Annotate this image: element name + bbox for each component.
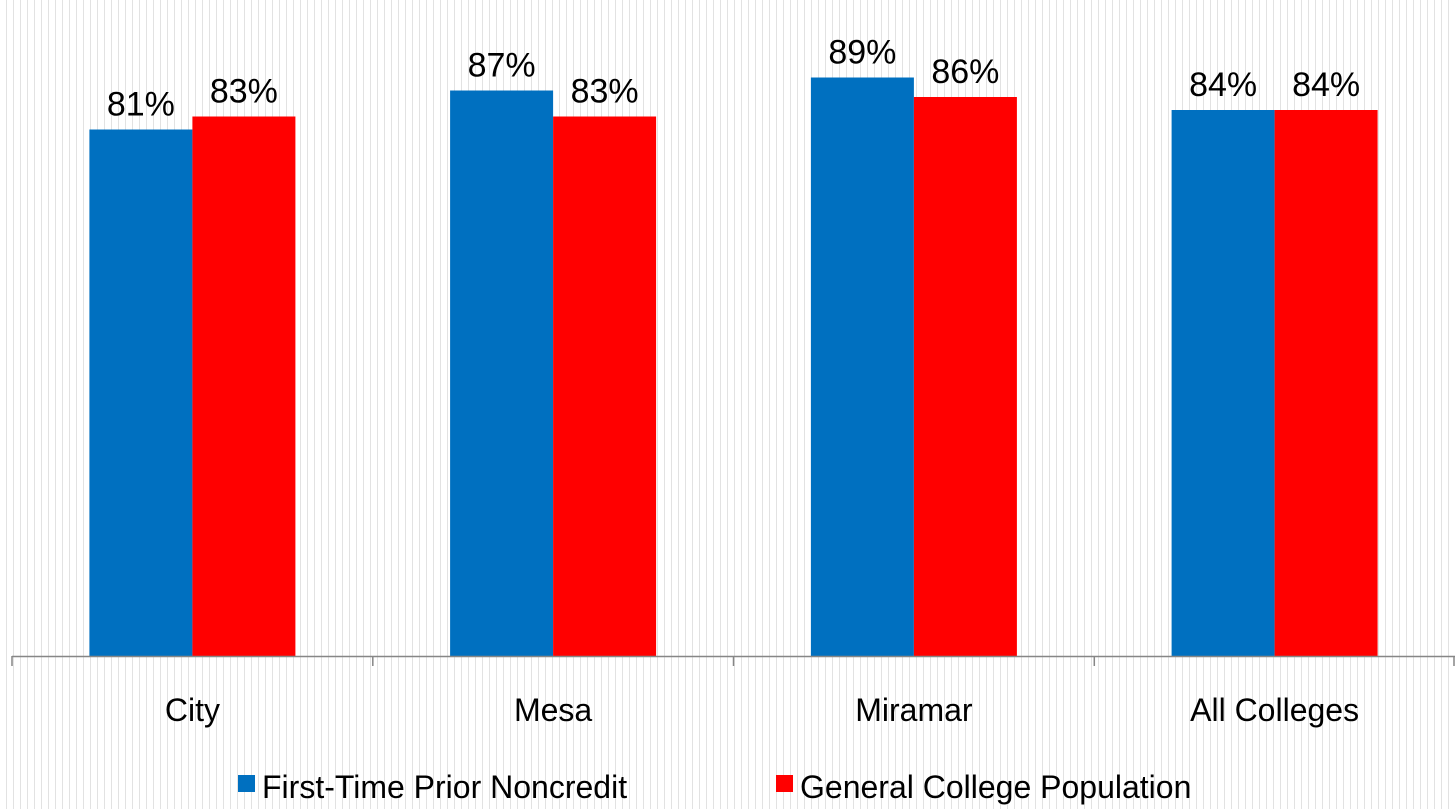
bar-general-college-population-3 [1274, 110, 1378, 656]
x-tick-label: Mesa [514, 692, 592, 728]
x-axis: City Mesa Miramar All Colleges [11, 655, 1455, 728]
data-label: 81% [107, 86, 175, 124]
legend-label: General College Population [800, 769, 1191, 805]
bar-general-college-population-1 [553, 116, 657, 656]
data-label: 84% [1189, 66, 1257, 104]
data-label: 83% [210, 73, 278, 111]
bar-first-time-prior-noncredit-1 [450, 90, 554, 656]
data-label: 84% [1292, 66, 1360, 104]
data-label: 87% [468, 47, 536, 85]
bar-first-time-prior-noncredit-2 [810, 77, 914, 656]
x-tick-label: Miramar [855, 692, 973, 728]
legend-swatch [238, 775, 255, 792]
data-label: 86% [931, 53, 999, 91]
legend-label: First-Time Prior Noncredit [262, 769, 627, 805]
x-tick-label: City [165, 692, 220, 728]
bar-general-college-population-0 [192, 116, 296, 656]
data-label: 89% [828, 34, 896, 72]
legend: First-Time Prior Noncredit General Colleg… [238, 769, 1191, 805]
data-label: 83% [571, 73, 639, 111]
plot-area: 81% 83% 87% 83% 89% 86% 84% 84% [89, 34, 1378, 656]
bar-first-time-prior-noncredit-0 [89, 129, 193, 656]
x-tick-label: All Colleges [1190, 692, 1359, 728]
bar-first-time-prior-noncredit-3 [1171, 110, 1275, 656]
bar-general-college-population-2 [913, 97, 1017, 656]
legend-swatch [776, 775, 793, 792]
